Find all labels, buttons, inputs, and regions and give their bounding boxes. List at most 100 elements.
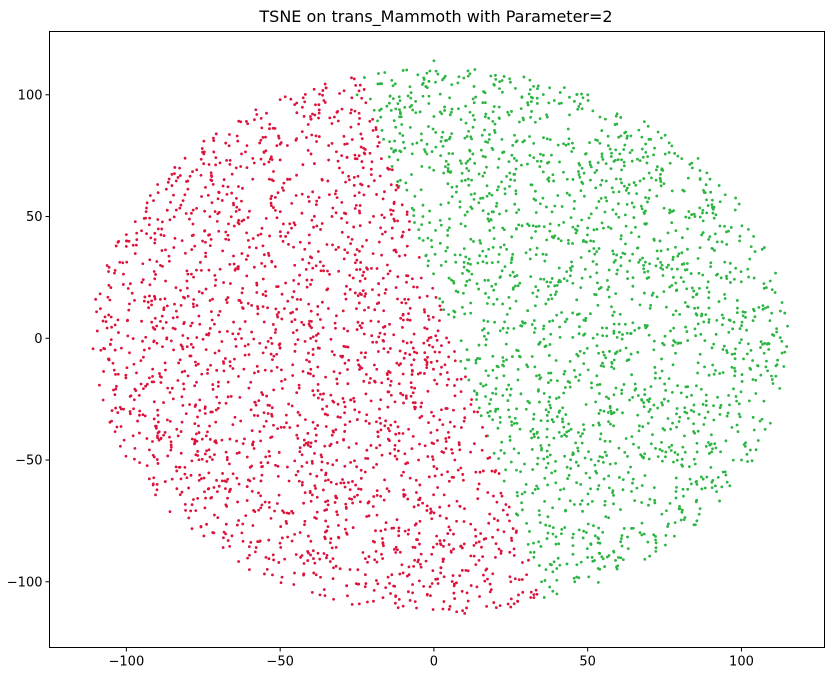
point-red xyxy=(196,449,200,453)
point-red xyxy=(401,393,405,397)
point-green xyxy=(419,188,423,192)
point-red xyxy=(372,599,375,603)
point-red xyxy=(266,461,270,465)
point-green xyxy=(527,224,531,227)
point-red xyxy=(352,225,356,229)
point-red xyxy=(290,404,294,408)
point-red xyxy=(315,140,318,143)
point-red xyxy=(211,383,215,386)
point-red xyxy=(268,404,271,407)
point-red xyxy=(375,489,379,493)
point-green xyxy=(716,476,720,479)
point-green xyxy=(593,252,597,256)
point-green xyxy=(643,474,647,477)
point-red xyxy=(497,547,501,551)
point-red xyxy=(330,546,334,550)
point-green xyxy=(517,208,521,212)
point-red xyxy=(212,136,215,140)
point-green xyxy=(680,463,684,467)
point-red xyxy=(469,522,473,526)
point-green xyxy=(584,152,587,156)
point-green xyxy=(494,407,498,411)
point-red xyxy=(482,573,485,577)
point-red xyxy=(272,423,275,427)
point-red xyxy=(472,410,476,414)
point-green xyxy=(684,385,688,389)
point-red xyxy=(408,353,412,356)
point-red xyxy=(359,351,363,355)
point-red xyxy=(496,519,500,522)
point-red xyxy=(119,346,123,350)
point-red xyxy=(448,605,452,608)
point-red xyxy=(316,389,320,392)
point-red xyxy=(143,414,147,418)
point-green xyxy=(621,411,624,415)
point-red xyxy=(153,241,157,245)
point-red xyxy=(362,270,366,274)
point-red xyxy=(420,401,424,405)
point-red xyxy=(208,327,212,330)
point-green xyxy=(503,265,507,268)
point-red xyxy=(200,147,204,150)
point-green xyxy=(611,489,615,493)
point-green xyxy=(673,340,677,344)
point-green xyxy=(571,225,575,229)
point-red xyxy=(97,383,101,387)
point-red xyxy=(280,186,284,190)
point-red xyxy=(382,325,385,329)
point-green xyxy=(665,509,668,513)
point-green xyxy=(728,484,732,488)
point-red xyxy=(401,571,405,575)
point-red xyxy=(405,341,409,345)
point-green xyxy=(494,204,498,208)
point-green xyxy=(553,284,557,288)
point-green xyxy=(616,564,620,568)
point-green xyxy=(408,85,412,89)
point-red xyxy=(263,500,267,504)
point-red xyxy=(488,582,492,586)
point-red xyxy=(447,479,451,483)
point-red xyxy=(278,210,282,214)
point-red xyxy=(215,219,219,223)
point-green xyxy=(679,276,683,279)
point-red xyxy=(188,217,191,221)
point-red xyxy=(148,347,151,350)
point-red xyxy=(344,180,347,184)
point-green xyxy=(768,279,772,283)
point-red xyxy=(228,158,232,162)
point-green xyxy=(551,589,555,593)
point-green xyxy=(542,337,546,341)
point-green xyxy=(466,177,470,181)
point-red xyxy=(510,539,514,542)
point-green xyxy=(571,532,575,536)
point-green xyxy=(671,258,675,261)
point-green xyxy=(704,399,708,403)
point-green xyxy=(706,410,710,414)
point-green xyxy=(612,332,616,335)
point-green xyxy=(714,213,718,217)
point-red xyxy=(119,407,123,411)
point-red xyxy=(415,606,418,610)
point-red xyxy=(226,296,230,299)
point-red xyxy=(358,292,362,295)
point-green xyxy=(600,129,604,132)
point-green xyxy=(481,209,485,213)
point-green xyxy=(638,179,642,183)
point-green xyxy=(562,86,566,90)
point-green xyxy=(690,161,694,165)
point-green xyxy=(467,183,471,187)
point-red xyxy=(450,580,454,583)
point-green xyxy=(700,487,704,491)
point-green xyxy=(753,315,757,319)
point-green xyxy=(725,351,729,355)
point-green xyxy=(707,296,711,300)
point-red xyxy=(167,254,171,258)
point-green xyxy=(619,177,622,181)
point-green xyxy=(587,216,591,220)
point-red xyxy=(326,461,330,465)
point-green xyxy=(703,339,707,343)
point-red xyxy=(469,554,473,558)
point-red xyxy=(418,542,421,546)
point-red xyxy=(370,267,373,270)
point-green xyxy=(600,155,604,159)
